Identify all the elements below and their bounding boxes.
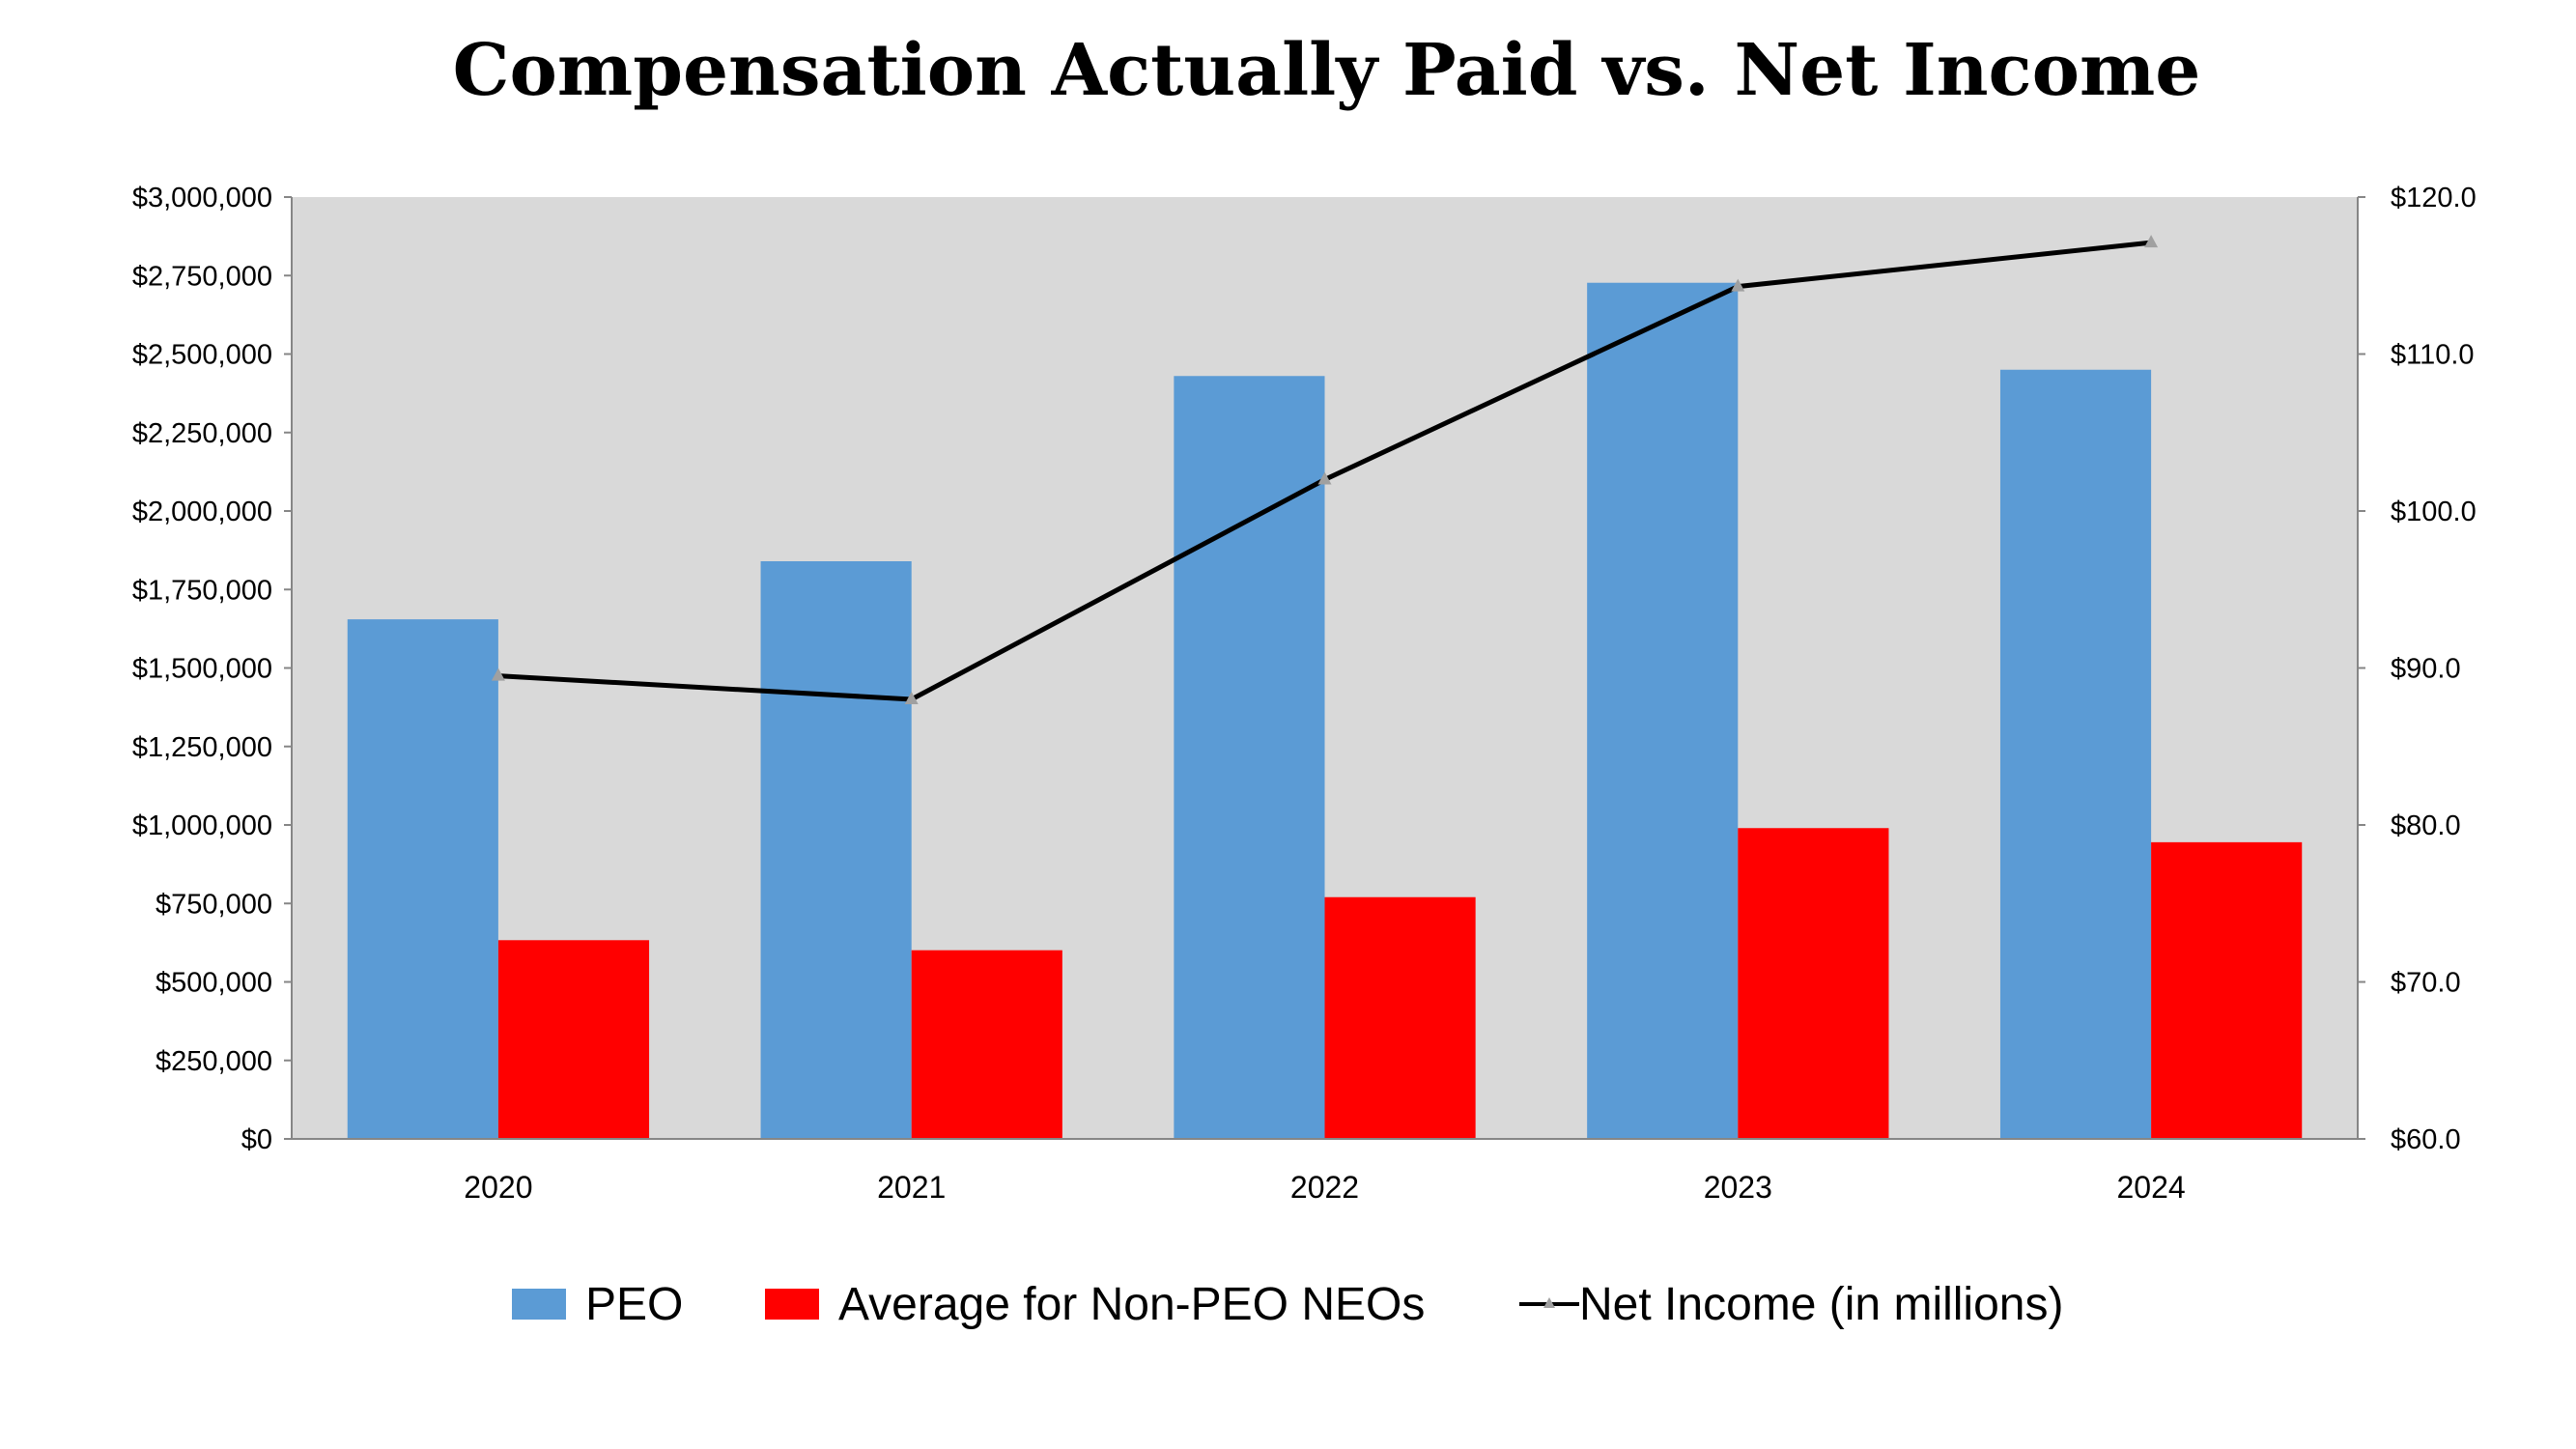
y-right-tick-label: $100.0 <box>2391 497 2477 527</box>
net-income-point-2024 <box>2144 235 2159 248</box>
bar-non-peo-2024 <box>2151 841 2303 1139</box>
x-tick-label: 2022 <box>1290 1170 1359 1205</box>
y-right-tick-label: $80.0 <box>2391 810 2461 841</box>
bar-non-peo-2020 <box>497 940 650 1139</box>
y-left-tick-label: $250,000 <box>156 1046 272 1077</box>
legend-label-net-income: Net Income (in millions) <box>1579 1278 2064 1330</box>
y-left-tick-label: $1,000,000 <box>132 810 272 841</box>
y-left-tick-label: $2,750,000 <box>132 261 272 292</box>
chart-title: Compensation Actually Paid vs. Net Incom… <box>452 29 2201 112</box>
legend-swatch-non-peo <box>765 1289 819 1320</box>
bar-peo-2023 <box>1587 282 1739 1140</box>
net-income-point-2020 <box>491 668 505 681</box>
y-left-tick-label: $3,000,000 <box>132 183 272 213</box>
x-tick-label: 2021 <box>877 1170 946 1205</box>
legend-line-marker-icon <box>1519 1297 1579 1308</box>
legend-item-non-peo: Average for Non-PEO NEOs <box>765 1273 1425 1335</box>
y-left-tick-label: $2,000,000 <box>132 497 272 527</box>
y-right-tick-label: $60.0 <box>2391 1124 2461 1155</box>
x-tick-label: 2024 <box>2117 1170 2186 1205</box>
bar-peo-2022 <box>1174 376 1325 1139</box>
y-left-tick-label: $750,000 <box>156 889 272 920</box>
bar-peo-2020 <box>347 619 498 1139</box>
bar-peo-2021 <box>760 561 912 1139</box>
net-income-point-2021 <box>904 692 919 704</box>
y-left-tick-label: $2,250,000 <box>132 418 272 449</box>
net-income-point-2023 <box>1731 278 1745 292</box>
y-left-tick-label: $500,000 <box>156 968 272 999</box>
y-left-tick-label: $1,750,000 <box>132 575 272 606</box>
y-left-tick-label: $0 <box>241 1124 272 1155</box>
y-right-tick-label: $120.0 <box>2391 183 2477 213</box>
legend-item-net-income: Net Income (in millions) <box>1519 1273 2063 1335</box>
y-right-tick-label: $90.0 <box>2391 654 2461 685</box>
net-income-point-2022 <box>1317 471 1332 485</box>
x-tick-label: 2023 <box>1704 1170 1772 1205</box>
bar-peo-2024 <box>1999 369 2152 1139</box>
bar-non-peo-2021 <box>911 950 1062 1139</box>
y-right-tick-label: $110.0 <box>2391 340 2475 371</box>
x-tick-label: 2020 <box>464 1170 532 1205</box>
y-left-tick-label: $2,500,000 <box>132 340 272 371</box>
y-right-tick-label: $70.0 <box>2391 968 2461 999</box>
y-left-tick-label: $1,250,000 <box>132 732 272 763</box>
y-left-tick-label: $1,500,000 <box>132 654 272 685</box>
legend-label-peo: PEO <box>585 1278 684 1330</box>
bar-non-peo-2023 <box>1738 828 1889 1139</box>
legend-item-peo: PEO <box>512 1273 683 1335</box>
bar-non-peo-2022 <box>1324 896 1476 1139</box>
legend-swatch-peo <box>512 1289 566 1320</box>
legend-label-non-peo: Average for Non-PEO NEOs <box>838 1278 1426 1330</box>
